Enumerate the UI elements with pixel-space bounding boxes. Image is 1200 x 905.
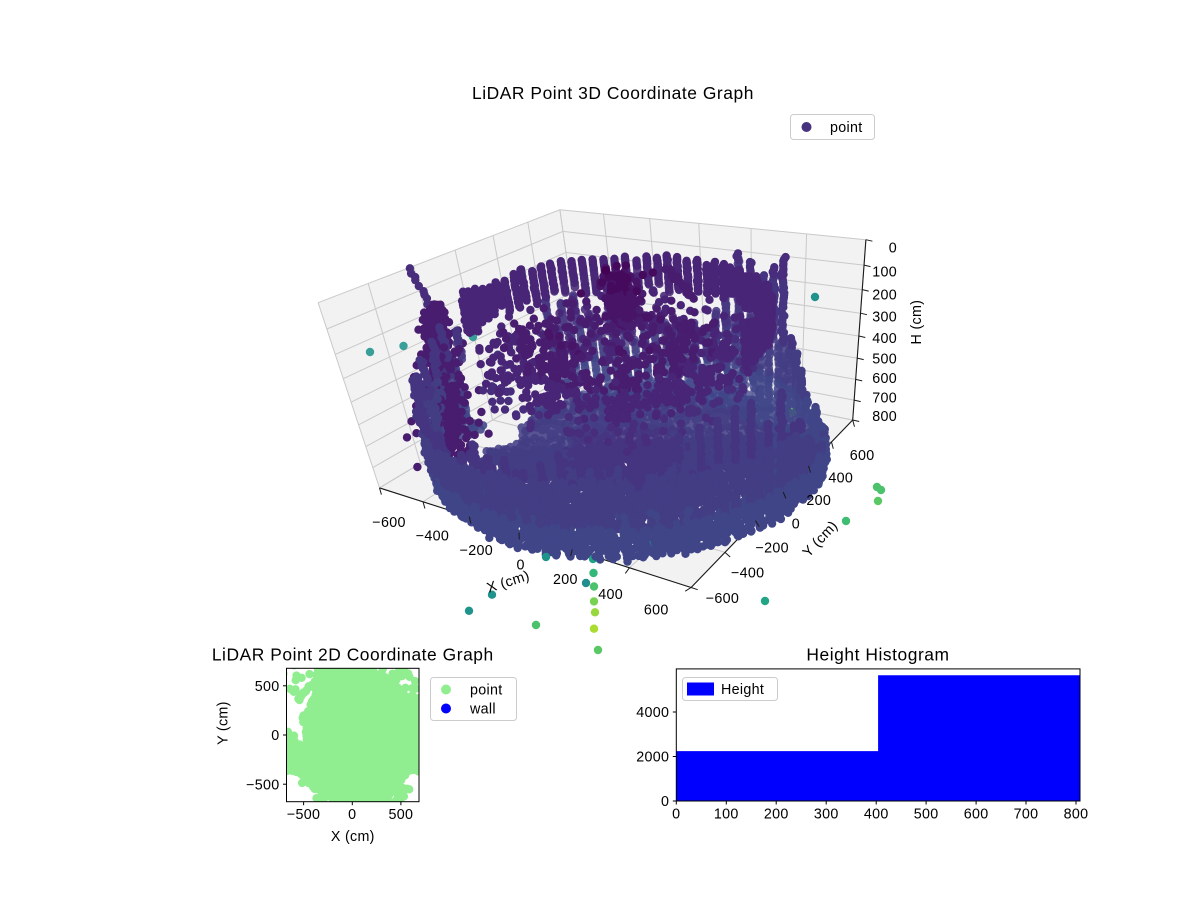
svg-text:point: point — [830, 120, 863, 136]
svg-text:600: 600 — [964, 806, 989, 822]
svg-text:500: 500 — [872, 351, 897, 367]
svg-text:400: 400 — [872, 331, 897, 347]
svg-text:0: 0 — [672, 806, 680, 822]
svg-text:200: 200 — [806, 493, 831, 509]
svg-text:700: 700 — [872, 390, 897, 406]
svg-text:600: 600 — [644, 602, 669, 618]
svg-text:−500: −500 — [246, 777, 279, 793]
svg-text:400: 400 — [864, 806, 889, 822]
svg-text:400: 400 — [828, 470, 853, 486]
svg-text:800: 800 — [1064, 806, 1089, 822]
svg-text:4000: 4000 — [636, 705, 669, 721]
svg-text:Y (cm): Y (cm) — [216, 701, 232, 745]
svg-text:200: 200 — [764, 806, 789, 822]
svg-text:300: 300 — [872, 310, 897, 326]
svg-text:500: 500 — [389, 807, 414, 823]
svg-text:point: point — [470, 683, 503, 699]
svg-text:600: 600 — [872, 371, 897, 387]
svg-text:300: 300 — [814, 806, 839, 822]
svg-text:0: 0 — [271, 728, 279, 744]
svg-text:600: 600 — [850, 448, 875, 464]
svg-text:−600: −600 — [706, 591, 739, 607]
svg-text:500: 500 — [914, 806, 939, 822]
svg-text:0: 0 — [889, 241, 897, 257]
svg-text:500: 500 — [255, 679, 280, 695]
svg-text:700: 700 — [1014, 806, 1039, 822]
svg-text:wall: wall — [469, 702, 496, 718]
svg-text:X (cm): X (cm) — [331, 829, 375, 845]
svg-text:−600: −600 — [372, 515, 405, 531]
svg-text:100: 100 — [714, 806, 739, 822]
svg-text:2000: 2000 — [636, 750, 669, 766]
svg-text:LiDAR Point 2D Coordinate Grap: LiDAR Point 2D Coordinate Graph — [212, 645, 494, 665]
svg-text:−400: −400 — [731, 565, 764, 581]
svg-text:100: 100 — [872, 265, 897, 281]
svg-text:800: 800 — [872, 409, 897, 425]
svg-text:200: 200 — [872, 288, 897, 304]
svg-text:−500: −500 — [287, 807, 320, 823]
svg-text:Height: Height — [721, 682, 764, 698]
svg-text:400: 400 — [598, 587, 623, 603]
svg-text:H (cm): H (cm) — [909, 300, 925, 345]
svg-text:LiDAR Point 3D Coordinate Grap: LiDAR Point 3D Coordinate Graph — [472, 83, 754, 103]
svg-text:200: 200 — [553, 572, 578, 588]
svg-text:−200: −200 — [460, 543, 493, 559]
svg-text:Height Histogram: Height Histogram — [806, 645, 949, 665]
svg-text:0: 0 — [792, 516, 800, 532]
svg-text:0: 0 — [516, 557, 524, 573]
svg-text:0: 0 — [661, 794, 669, 810]
svg-text:−400: −400 — [416, 529, 449, 545]
svg-text:−200: −200 — [755, 541, 788, 557]
svg-text:0: 0 — [348, 807, 356, 823]
